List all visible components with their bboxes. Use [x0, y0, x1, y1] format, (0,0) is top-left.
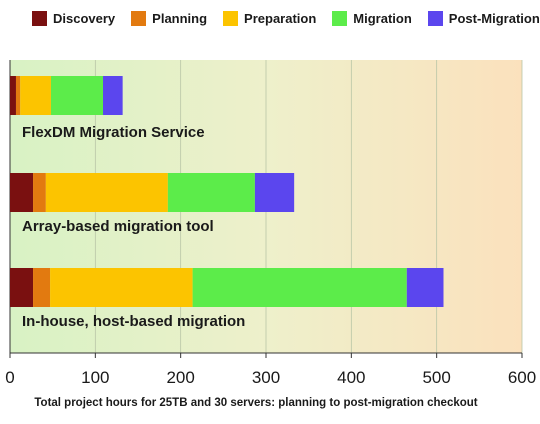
legend-label: Post-Migration — [448, 11, 540, 26]
legend-item: Post-Migration — [427, 11, 540, 26]
legend-item: Discovery — [32, 11, 115, 26]
bar-planning — [33, 173, 46, 212]
x-tick-label: 0 — [5, 368, 14, 387]
bar-post-migration — [406, 268, 444, 307]
legend-label: Planning — [152, 11, 208, 26]
bar-planning — [33, 268, 51, 307]
bar-migration — [167, 173, 255, 212]
legend-swatch — [32, 11, 47, 26]
legend-swatch — [332, 11, 348, 26]
category-label: Array-based migration tool — [22, 218, 214, 235]
legend-item: Preparation — [223, 11, 316, 26]
legend-label: Discovery — [53, 11, 116, 26]
category-label: In-house, host-based migration — [22, 313, 245, 330]
legend-item: Migration — [332, 11, 412, 26]
bar-post-migration — [103, 76, 123, 115]
bar-preparation — [45, 173, 168, 212]
legend-label: Preparation — [244, 11, 317, 26]
x-tick-label: 300 — [252, 368, 280, 387]
bar-migration — [192, 268, 407, 307]
bar-discovery — [10, 268, 34, 307]
bar-planning — [15, 76, 21, 115]
legend: Discovery Planning Preparation Migration Pos… — [32, 11, 540, 26]
x-tick-label: 500 — [422, 368, 450, 387]
legend-label: Migration — [353, 11, 412, 26]
legend-swatch — [223, 11, 239, 26]
legend-swatch — [427, 11, 443, 26]
x-axis-label: Total project hours for 25TB and 30 serv… — [34, 397, 477, 409]
bar-migration — [50, 76, 104, 115]
bar-post-migration — [254, 173, 295, 212]
bar-discovery — [10, 173, 34, 212]
x-tick-label: 400 — [337, 368, 365, 387]
x-tick-label: 200 — [166, 368, 194, 387]
x-tick-label: 100 — [81, 368, 109, 387]
legend-swatch — [131, 11, 147, 26]
bar-preparation — [20, 76, 51, 115]
legend-item: Planning — [131, 11, 207, 26]
category-label: FlexDM Migration Service — [22, 124, 205, 141]
x-tick-label: 600 — [508, 368, 536, 387]
bar-discovery — [10, 76, 16, 115]
bar-preparation — [50, 268, 193, 307]
